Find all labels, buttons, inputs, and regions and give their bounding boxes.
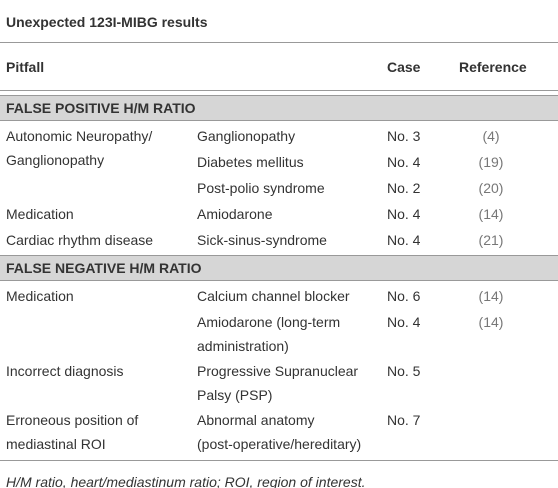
item-cell: Ganglionopathy <box>197 128 296 144</box>
reference-cell: (19) <box>478 154 504 170</box>
pitfall-cell: Ganglionopathy <box>6 152 105 168</box>
pitfall-cell: Medication <box>6 288 74 304</box>
rule <box>0 42 558 43</box>
case-cell: No. 2 <box>387 180 421 196</box>
header-cell: Case <box>387 59 421 75</box>
item-cell: Amiodarone <box>197 206 273 222</box>
item-cell: Diabetes mellitus <box>197 154 304 170</box>
reference-cell: (21) <box>478 232 504 248</box>
pitfall-cell: Incorrect diagnosis <box>6 363 124 379</box>
rule <box>0 90 558 91</box>
case-cell: No. 4 <box>387 314 421 330</box>
table-title: Unexpected 123I-MIBG results <box>6 14 208 30</box>
section-label: FALSE POSITIVE H/M RATIO <box>6 100 196 116</box>
section-label: FALSE NEGATIVE H/M RATIO <box>6 260 202 276</box>
header-cell: Pitfall <box>6 59 45 75</box>
pitfall-cell: Erroneous position of <box>6 412 139 428</box>
case-cell: No. 4 <box>387 154 421 170</box>
item-cell: Progressive Supranuclear <box>197 363 359 379</box>
pitfall-cell: Autonomic Neuropathy/ <box>6 128 153 144</box>
rule <box>0 460 558 461</box>
item-cell: (post-operative/hereditary) <box>197 436 362 452</box>
case-cell: No. 3 <box>387 128 421 144</box>
reference-cell: (14) <box>478 288 504 304</box>
footnote: H/M ratio, heart/mediastinum ratio; ROI,… <box>6 474 366 488</box>
case-cell: No. 7 <box>387 412 421 428</box>
pitfall-cell: mediastinal ROI <box>6 436 106 452</box>
case-cell: No. 6 <box>387 288 421 304</box>
reference-cell: (20) <box>478 180 504 196</box>
pitfall-cell: Medication <box>6 206 74 222</box>
item-cell: Sick-sinus-syndrome <box>197 232 327 248</box>
case-cell: No. 4 <box>387 206 421 222</box>
item-cell: Calcium channel blocker <box>197 288 350 304</box>
case-cell: No. 5 <box>387 363 421 379</box>
reference-cell: (4) <box>482 128 500 144</box>
reference-cell: (14) <box>478 314 504 330</box>
section-band <box>0 95 558 121</box>
header-cell: Reference <box>459 59 527 75</box>
pitfall-cell: Cardiac rhythm disease <box>6 232 154 248</box>
reference-cell: (14) <box>478 206 504 222</box>
item-cell: administration) <box>197 338 289 354</box>
section-band <box>0 255 558 281</box>
item-cell: Amiodarone (long-term <box>197 314 341 330</box>
item-cell: Palsy (PSP) <box>197 387 273 403</box>
item-cell: Abnormal anatomy <box>197 412 315 428</box>
case-cell: No. 4 <box>387 232 421 248</box>
item-cell: Post-polio syndrome <box>197 180 325 196</box>
